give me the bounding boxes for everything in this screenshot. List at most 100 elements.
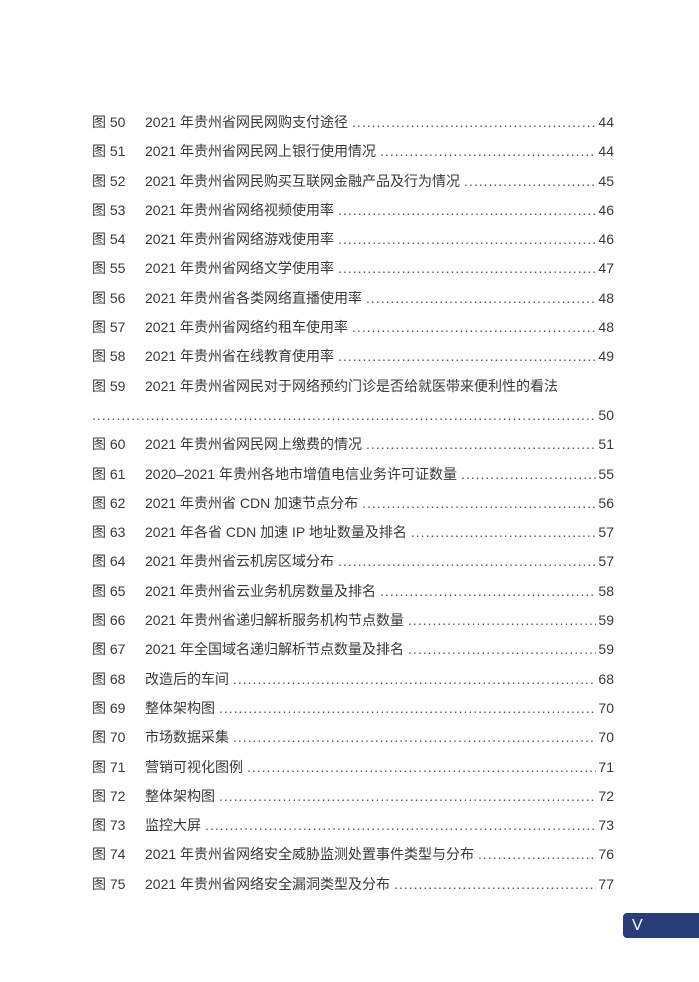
page-ref: 57 bbox=[598, 553, 614, 570]
figure-title: 监控大屏 bbox=[145, 817, 201, 834]
figure-title: 2021 年贵州省云机房区域分布 bbox=[145, 553, 335, 570]
toc-entry[interactable]: 图 55 2021 年贵州省网络文学使用率 47 bbox=[92, 254, 614, 283]
figure-title: 2021 年贵州省网络安全漏洞类型及分布 bbox=[145, 875, 391, 892]
dot-leader bbox=[394, 870, 596, 899]
figure-title: 整体架构图 bbox=[145, 699, 215, 716]
page-ref: 59 bbox=[598, 641, 614, 658]
figure-title: 2021 年贵州省云业务机房数量及排名 bbox=[145, 582, 377, 599]
figure-title: 2021 年全国域名递归解析节点数量及排名 bbox=[145, 641, 405, 658]
page-ref: 55 bbox=[598, 465, 614, 482]
figure-label: 图 61 bbox=[92, 465, 126, 482]
dot-leader bbox=[366, 284, 596, 313]
page-ref: 44 bbox=[598, 114, 614, 130]
dot-leader bbox=[380, 137, 596, 166]
figure-title: 2021 年贵州省递归解析服务机构节点数量 bbox=[145, 612, 405, 629]
toc-entry[interactable]: 图 62 2021 年贵州省 CDN 加速节点分布 56 bbox=[92, 489, 614, 518]
toc-entry[interactable]: 图 67 2021 年全国域名递归解析节点数量及排名 59 bbox=[92, 635, 614, 664]
toc-entry[interactable]: 图 65 2021 年贵州省云业务机房数量及排名 58 bbox=[92, 577, 614, 606]
dot-leader bbox=[464, 167, 596, 196]
page-ref: 71 bbox=[598, 758, 614, 775]
figure-label: 图 68 bbox=[92, 670, 126, 687]
page-ref: 45 bbox=[598, 172, 614, 189]
page-ref: 47 bbox=[598, 260, 614, 277]
figure-label: 图 58 bbox=[92, 348, 126, 365]
figure-label: 图 66 bbox=[92, 612, 126, 629]
dot-leader bbox=[338, 225, 596, 254]
toc-entry[interactable]: 图 57 2021 年贵州省网络约租车使用率 48 bbox=[92, 313, 614, 342]
dot-leader bbox=[233, 723, 596, 752]
dot-leader bbox=[205, 811, 596, 840]
figure-title: 2021 年贵州省网民购买互联网金融产品及行为情况 bbox=[145, 172, 461, 189]
figure-label: 图 63 bbox=[92, 524, 126, 541]
toc-entry[interactable]: 图 59 2021 年贵州省网民对于网络预约门诊是否给就医带来便利性的看法 bbox=[92, 372, 614, 401]
figure-title: 改造后的车间 bbox=[145, 670, 229, 687]
toc-entry[interactable]: 图 60 2021 年贵州省网民网上缴费的情况 51 bbox=[92, 430, 614, 459]
page-ref: 70 bbox=[598, 699, 614, 716]
figure-label: 图 65 bbox=[92, 582, 126, 599]
page-ref: 76 bbox=[598, 846, 614, 863]
figure-title: 2021 年贵州省网民网上银行使用情况 bbox=[145, 143, 377, 160]
dot-leader bbox=[352, 313, 596, 342]
figure-title: 2021 年贵州省网络文学使用率 bbox=[145, 260, 335, 277]
toc-entry[interactable]: 图 73 监控大屏 73 bbox=[92, 811, 614, 840]
figure-label: 图 50 bbox=[92, 114, 126, 130]
dot-leader bbox=[478, 840, 596, 869]
dot-leader bbox=[461, 460, 596, 489]
figure-label: 图 69 bbox=[92, 699, 126, 716]
figure-label: 图 54 bbox=[92, 231, 126, 248]
figure-label: 图 74 bbox=[92, 846, 126, 863]
page-ref: 58 bbox=[598, 582, 614, 599]
figure-label: 图 56 bbox=[92, 289, 126, 306]
dot-leader bbox=[362, 489, 596, 518]
toc-entry-continuation[interactable]: 50 bbox=[92, 401, 614, 430]
figure-label: 图 60 bbox=[92, 436, 126, 453]
figure-label: 图 71 bbox=[92, 758, 126, 775]
figure-label: 图 52 bbox=[92, 172, 126, 189]
figure-title: 2021 年贵州省网络安全威胁监测处置事件类型与分布 bbox=[145, 846, 475, 863]
dot-leader bbox=[92, 401, 596, 430]
toc-entry[interactable]: 图 58 2021 年贵州省在线教育使用率 49 bbox=[92, 342, 614, 371]
page-ref: 48 bbox=[598, 289, 614, 306]
figure-title: 整体架构图 bbox=[145, 787, 215, 804]
toc-entry[interactable]: 图 68 改造后的车间 68 bbox=[92, 665, 614, 694]
dot-leader bbox=[352, 108, 596, 137]
toc-entry[interactable]: 图 69 整体架构图 70 bbox=[92, 694, 614, 723]
toc-entry[interactable]: 图 51 2021 年贵州省网民网上银行使用情况 44 bbox=[92, 137, 614, 166]
page-ref: 50 bbox=[598, 406, 614, 423]
figure-label: 图 51 bbox=[92, 143, 126, 160]
figure-title: 市场数据采集 bbox=[145, 729, 229, 746]
toc-entry[interactable]: 图 71 营销可视化图例 71 bbox=[92, 753, 614, 782]
page-ref: 48 bbox=[598, 319, 614, 336]
toc-entry[interactable]: 图 63 2021 年各省 CDN 加速 IP 地址数量及排名 57 bbox=[92, 518, 614, 547]
toc-entry[interactable]: 图 66 2021 年贵州省递归解析服务机构节点数量 59 bbox=[92, 606, 614, 635]
page-ref: 44 bbox=[598, 143, 614, 160]
figure-title: 2021 年各省 CDN 加速 IP 地址数量及排名 bbox=[145, 524, 407, 541]
page-ref: 49 bbox=[598, 348, 614, 365]
figure-title: 2021 年贵州省网络约租车使用率 bbox=[145, 319, 349, 336]
toc-entry[interactable]: 图 72 整体架构图 72 bbox=[92, 782, 614, 811]
page-number-badge: V bbox=[623, 913, 699, 938]
figure-title: 2021 年贵州省网民网购支付途径 bbox=[145, 114, 349, 130]
figure-label: 图 53 bbox=[92, 201, 126, 218]
dot-leader bbox=[380, 577, 596, 606]
toc-entry[interactable]: 图 56 2021 年贵州省各类网络直播使用率 48 bbox=[92, 284, 614, 313]
toc-entry[interactable]: 图 74 2021 年贵州省网络安全威胁监测处置事件类型与分布 76 bbox=[92, 840, 614, 869]
figure-title: 2021 年贵州省各类网络直播使用率 bbox=[145, 289, 363, 306]
toc-entry[interactable]: 图 53 2021 年贵州省网络视频使用率 46 bbox=[92, 196, 614, 225]
dot-leader bbox=[219, 782, 596, 811]
figure-title: 2021 年贵州省 CDN 加速节点分布 bbox=[145, 494, 359, 511]
toc-entry[interactable]: 图 54 2021 年贵州省网络游戏使用率 46 bbox=[92, 225, 614, 254]
page-ref: 70 bbox=[598, 729, 614, 746]
toc-entry[interactable]: 图 70 市场数据采集 70 bbox=[92, 723, 614, 752]
toc-entry[interactable]: 图 50 2021 年贵州省网民网购支付途径 44 bbox=[92, 108, 614, 137]
list-of-figures: 图 50 2021 年贵州省网民网购支付途径 44 图 51 2021 年贵州省网民网上… bbox=[92, 108, 614, 899]
page-ref: 59 bbox=[598, 612, 614, 629]
dot-leader bbox=[408, 606, 596, 635]
figure-title: 2020–2021 年贵州各地市增值电信业务许可证数量 bbox=[145, 465, 457, 482]
toc-entry[interactable]: 图 75 2021 年贵州省网络安全漏洞类型及分布 77 bbox=[92, 870, 614, 899]
page-ref: 56 bbox=[598, 494, 614, 511]
toc-entry[interactable]: 图 52 2021 年贵州省网民购买互联网金融产品及行为情况 45 bbox=[92, 167, 614, 196]
toc-entry[interactable]: 图 64 2021 年贵州省云机房区域分布 57 bbox=[92, 547, 614, 576]
dot-leader bbox=[338, 342, 596, 371]
toc-entry[interactable]: 图 61 2020–2021 年贵州各地市增值电信业务许可证数量 55 bbox=[92, 460, 614, 489]
